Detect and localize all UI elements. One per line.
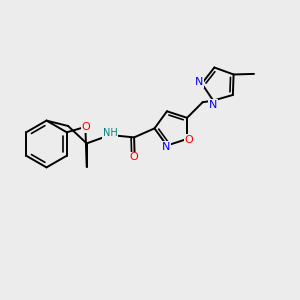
Text: O: O — [184, 135, 193, 145]
Text: O: O — [129, 152, 138, 163]
Text: N: N — [208, 100, 217, 110]
Text: O: O — [82, 122, 90, 133]
Text: N: N — [162, 142, 170, 152]
Text: NH: NH — [103, 128, 118, 138]
Text: N: N — [195, 77, 203, 87]
